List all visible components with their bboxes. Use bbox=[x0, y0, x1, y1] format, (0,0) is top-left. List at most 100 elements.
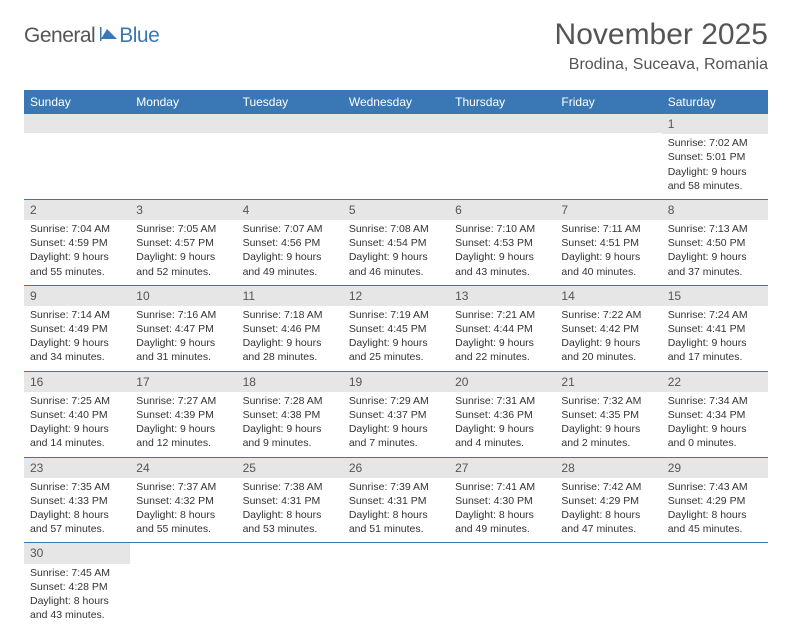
day-info-line: Daylight: 9 hours bbox=[243, 422, 337, 436]
day-info-line: Sunrise: 7:29 AM bbox=[349, 394, 443, 408]
day-number: 16 bbox=[24, 372, 130, 392]
empty-daynum-bar bbox=[237, 114, 343, 133]
day-number: 24 bbox=[130, 458, 236, 478]
day-info-line: Daylight: 8 hours bbox=[349, 508, 443, 522]
day-info-line: Daylight: 9 hours bbox=[30, 422, 124, 436]
day-header: Saturday bbox=[662, 90, 768, 114]
day-info-line: and 40 minutes. bbox=[561, 265, 655, 279]
day-info: Sunrise: 7:05 AMSunset: 4:57 PMDaylight:… bbox=[136, 222, 230, 279]
day-cell: 16Sunrise: 7:25 AMSunset: 4:40 PMDayligh… bbox=[24, 371, 130, 457]
day-number: 18 bbox=[237, 372, 343, 392]
table-row: 16Sunrise: 7:25 AMSunset: 4:40 PMDayligh… bbox=[24, 371, 768, 457]
day-info-line: Sunset: 4:47 PM bbox=[136, 322, 230, 336]
day-info-line: and 43 minutes. bbox=[30, 608, 124, 622]
day-cell: 28Sunrise: 7:42 AMSunset: 4:29 PMDayligh… bbox=[555, 457, 661, 543]
day-info-line: Sunrise: 7:27 AM bbox=[136, 394, 230, 408]
day-info: Sunrise: 7:31 AMSunset: 4:36 PMDaylight:… bbox=[455, 394, 549, 451]
day-info-line: and 49 minutes. bbox=[243, 265, 337, 279]
day-info-line: Daylight: 8 hours bbox=[668, 508, 762, 522]
day-cell: 5Sunrise: 7:08 AMSunset: 4:54 PMDaylight… bbox=[343, 199, 449, 285]
day-info-line: Sunrise: 7:45 AM bbox=[30, 566, 124, 580]
day-info-line: Sunrise: 7:04 AM bbox=[30, 222, 124, 236]
day-info-line: and 20 minutes. bbox=[561, 350, 655, 364]
day-info-line: and 0 minutes. bbox=[668, 436, 762, 450]
empty-daynum-bar bbox=[130, 114, 236, 133]
day-info-line: Sunrise: 7:39 AM bbox=[349, 480, 443, 494]
day-info-line: Sunset: 4:49 PM bbox=[30, 322, 124, 336]
day-info-line: and 55 minutes. bbox=[136, 522, 230, 536]
day-info-line: Sunset: 4:29 PM bbox=[561, 494, 655, 508]
day-info-line: Sunrise: 7:16 AM bbox=[136, 308, 230, 322]
day-info-line: Daylight: 9 hours bbox=[455, 336, 549, 350]
day-number: 22 bbox=[662, 372, 768, 392]
day-info-line: Sunset: 4:28 PM bbox=[30, 580, 124, 594]
day-info: Sunrise: 7:21 AMSunset: 4:44 PMDaylight:… bbox=[455, 308, 549, 365]
day-info-line: Daylight: 9 hours bbox=[136, 250, 230, 264]
day-info-line: Sunset: 4:53 PM bbox=[455, 236, 549, 250]
day-cell: 13Sunrise: 7:21 AMSunset: 4:44 PMDayligh… bbox=[449, 285, 555, 371]
day-info-line: Sunrise: 7:18 AM bbox=[243, 308, 337, 322]
day-info-line: and 14 minutes. bbox=[30, 436, 124, 450]
day-info-line: Sunset: 4:31 PM bbox=[243, 494, 337, 508]
day-info-line: and 2 minutes. bbox=[561, 436, 655, 450]
day-cell: 3Sunrise: 7:05 AMSunset: 4:57 PMDaylight… bbox=[130, 199, 236, 285]
day-cell: 30 Sunrise: 7:45 AMSunset: 4:28 PMDayligh… bbox=[24, 543, 130, 628]
day-cell bbox=[343, 543, 449, 628]
table-row: 1Sunrise: 7:02 AMSunset: 5:01 PMDaylight… bbox=[24, 114, 768, 199]
day-info-line: Sunset: 4:54 PM bbox=[349, 236, 443, 250]
day-cell bbox=[237, 114, 343, 199]
day-info-line: Daylight: 9 hours bbox=[136, 422, 230, 436]
day-info-line: Sunset: 4:34 PM bbox=[668, 408, 762, 422]
day-info: Sunrise: 7:04 AMSunset: 4:59 PMDaylight:… bbox=[30, 222, 124, 279]
day-number: 14 bbox=[555, 286, 661, 306]
day-info-line: and 4 minutes. bbox=[455, 436, 549, 450]
day-info-line: Daylight: 9 hours bbox=[349, 250, 443, 264]
day-number: 4 bbox=[237, 200, 343, 220]
day-cell: 14Sunrise: 7:22 AMSunset: 4:42 PMDayligh… bbox=[555, 285, 661, 371]
day-info: Sunrise: 7:41 AMSunset: 4:30 PMDaylight:… bbox=[455, 480, 549, 537]
day-info-line: and 7 minutes. bbox=[349, 436, 443, 450]
day-cell: 12Sunrise: 7:19 AMSunset: 4:45 PMDayligh… bbox=[343, 285, 449, 371]
day-number: 10 bbox=[130, 286, 236, 306]
day-info: Sunrise: 7:29 AMSunset: 4:37 PMDaylight:… bbox=[349, 394, 443, 451]
day-info-line: Sunset: 4:59 PM bbox=[30, 236, 124, 250]
day-number: 3 bbox=[130, 200, 236, 220]
day-info-line: Daylight: 9 hours bbox=[668, 165, 762, 179]
day-number: 26 bbox=[343, 458, 449, 478]
empty-daynum-bar bbox=[24, 114, 130, 133]
day-info-line: Sunset: 4:30 PM bbox=[455, 494, 549, 508]
day-number: 7 bbox=[555, 200, 661, 220]
day-info-line: Sunset: 4:57 PM bbox=[136, 236, 230, 250]
day-info-line: Sunset: 5:01 PM bbox=[668, 150, 762, 164]
day-info-line: and 22 minutes. bbox=[455, 350, 549, 364]
day-cell bbox=[555, 114, 661, 199]
day-info-line: Sunrise: 7:38 AM bbox=[243, 480, 337, 494]
day-info-line: and 49 minutes. bbox=[455, 522, 549, 536]
day-number: 11 bbox=[237, 286, 343, 306]
day-info-line: Daylight: 9 hours bbox=[349, 336, 443, 350]
day-info: Sunrise: 7:22 AMSunset: 4:42 PMDaylight:… bbox=[561, 308, 655, 365]
day-cell: 23Sunrise: 7:35 AMSunset: 4:33 PMDayligh… bbox=[24, 457, 130, 543]
logo: General Blue bbox=[24, 24, 159, 48]
day-info-line: Daylight: 8 hours bbox=[30, 594, 124, 608]
day-info-line: and 17 minutes. bbox=[668, 350, 762, 364]
day-cell bbox=[449, 114, 555, 199]
day-info: Sunrise: 7:45 AMSunset: 4:28 PMDaylight:… bbox=[30, 566, 124, 623]
day-number: 28 bbox=[555, 458, 661, 478]
day-info: Sunrise: 7:25 AMSunset: 4:40 PMDaylight:… bbox=[30, 394, 124, 451]
day-cell: 25Sunrise: 7:38 AMSunset: 4:31 PMDayligh… bbox=[237, 457, 343, 543]
day-info-line: Sunrise: 7:41 AM bbox=[455, 480, 549, 494]
day-info-line: Sunset: 4:42 PM bbox=[561, 322, 655, 336]
day-info-line: Sunrise: 7:35 AM bbox=[30, 480, 124, 494]
day-cell bbox=[130, 543, 236, 628]
day-info-line: Sunset: 4:38 PM bbox=[243, 408, 337, 422]
day-info-line: and 51 minutes. bbox=[349, 522, 443, 536]
day-info-line: Sunset: 4:33 PM bbox=[30, 494, 124, 508]
day-info-line: Daylight: 9 hours bbox=[668, 336, 762, 350]
day-info-line: and 31 minutes. bbox=[136, 350, 230, 364]
day-number: 21 bbox=[555, 372, 661, 392]
day-number: 27 bbox=[449, 458, 555, 478]
logo-text-general: General bbox=[24, 24, 95, 48]
day-number: 30 bbox=[24, 543, 130, 563]
day-info-line: Sunrise: 7:19 AM bbox=[349, 308, 443, 322]
